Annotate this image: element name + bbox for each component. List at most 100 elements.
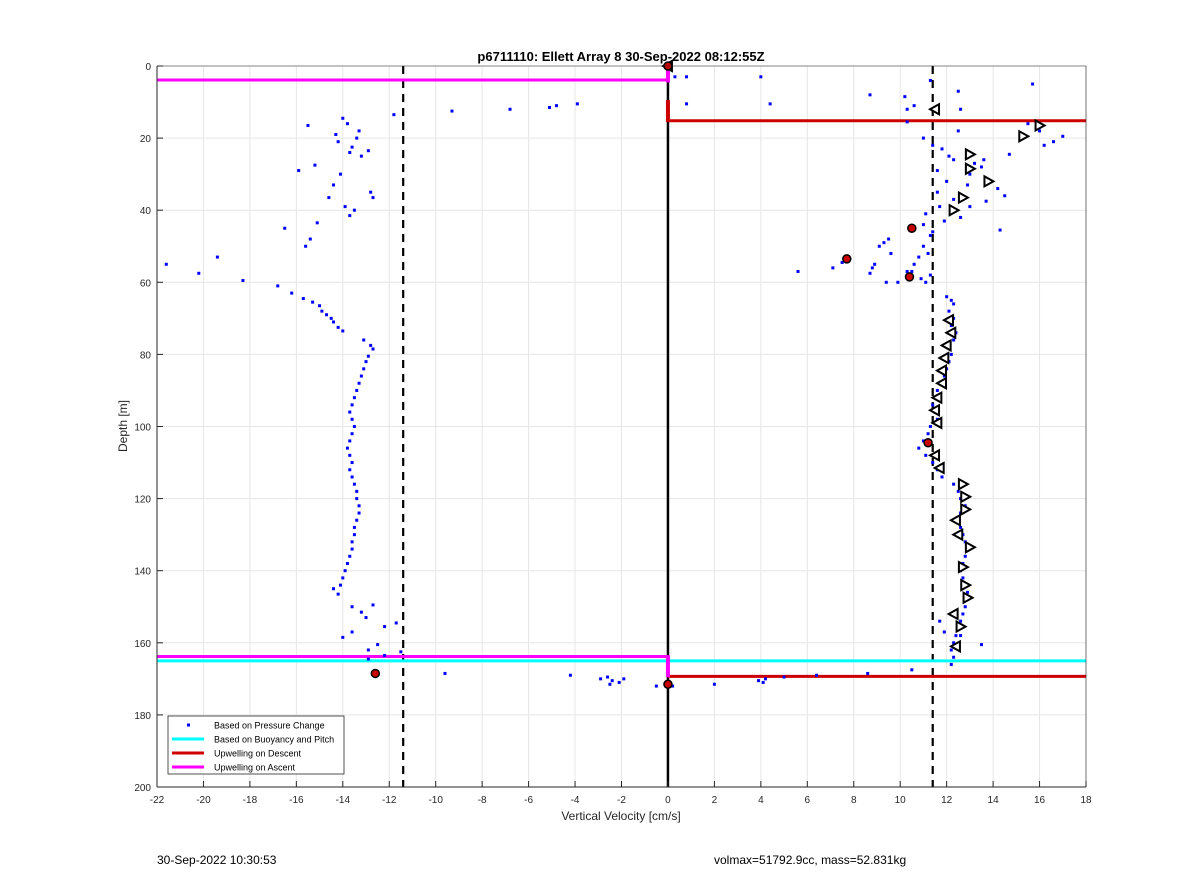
data-point xyxy=(961,612,965,616)
data-point xyxy=(910,269,914,273)
data-point xyxy=(332,320,336,324)
data-point xyxy=(352,208,356,212)
ascent-marker xyxy=(665,666,670,671)
data-point xyxy=(912,262,916,266)
data-point xyxy=(952,641,956,645)
data-point xyxy=(554,104,558,108)
data-point xyxy=(979,165,983,169)
triangle-left-marker xyxy=(946,607,959,621)
data-point xyxy=(952,655,956,659)
data-point xyxy=(887,237,891,241)
data-point xyxy=(928,273,932,277)
data-point xyxy=(345,446,349,450)
data-point xyxy=(371,603,375,607)
data-point xyxy=(945,295,949,299)
data-point xyxy=(348,439,352,443)
triangle-left-marker xyxy=(934,363,948,378)
grid-layer xyxy=(156,65,1087,788)
data-point xyxy=(979,643,983,647)
data-point xyxy=(371,196,375,200)
x-tick-label: -4 xyxy=(571,795,580,806)
data-point xyxy=(318,304,322,308)
data-point xyxy=(884,280,888,284)
red-marker xyxy=(904,272,915,282)
data-point xyxy=(352,533,356,537)
data-point xyxy=(350,540,354,544)
data-point xyxy=(357,511,361,515)
data-point xyxy=(343,569,347,573)
data-point xyxy=(921,136,925,140)
data-point xyxy=(343,205,347,209)
data-point xyxy=(341,635,345,639)
descent-marker xyxy=(665,114,670,119)
data-point xyxy=(327,196,331,200)
data-point xyxy=(366,657,370,661)
data-point xyxy=(369,190,373,194)
triangle-left-marker xyxy=(927,102,941,116)
x-tick-label: 12 xyxy=(941,795,953,806)
data-point xyxy=(297,169,301,173)
data-point xyxy=(352,482,356,486)
data-point xyxy=(357,129,361,133)
data-point xyxy=(369,343,373,347)
triangle-left-marker xyxy=(944,326,957,340)
data-point xyxy=(924,453,928,457)
red-marker xyxy=(370,668,381,679)
y-tick-label: 180 xyxy=(134,711,151,722)
data-point xyxy=(917,446,921,450)
data-point xyxy=(942,219,946,223)
x-tick-label: -16 xyxy=(289,795,304,806)
data-point xyxy=(903,95,907,99)
triangle-right-marker xyxy=(960,490,973,504)
data-point xyxy=(947,154,951,158)
x-tick-label: 2 xyxy=(712,795,718,806)
ascent-marker xyxy=(665,74,670,79)
legend-label: Upwelling on Ascent xyxy=(214,763,296,773)
triangle-right-marker xyxy=(960,578,973,592)
data-point xyxy=(889,251,893,255)
red-marker xyxy=(923,437,933,448)
triangle-left-marker xyxy=(932,461,945,475)
data-point xyxy=(870,266,874,270)
triangle-right-marker xyxy=(957,477,970,491)
x-tick-label: 18 xyxy=(1080,795,1092,806)
data-point xyxy=(671,684,675,688)
legend: Based on Pressure Change Based on Buoyanc… xyxy=(167,715,345,775)
data-point xyxy=(366,648,370,652)
legend-label: Based on Pressure Change xyxy=(214,721,325,731)
data-point xyxy=(912,104,916,108)
data-point xyxy=(952,482,956,486)
x-tick-label: 0 xyxy=(665,795,671,806)
data-point xyxy=(334,132,338,136)
x-tick-label: -12 xyxy=(382,795,397,806)
data-point xyxy=(394,621,398,625)
data-point xyxy=(352,396,356,400)
data-point xyxy=(685,102,689,106)
data-point xyxy=(348,554,352,558)
data-point xyxy=(548,105,552,109)
data-point xyxy=(931,230,935,234)
triangle-right-marker xyxy=(1018,129,1031,143)
data-point xyxy=(345,122,349,126)
data-point xyxy=(996,187,1000,191)
data-point xyxy=(940,147,944,151)
data-point xyxy=(831,266,835,270)
data-point xyxy=(371,347,375,351)
data-point xyxy=(350,417,354,421)
y-tick-label: 120 xyxy=(134,495,151,506)
data-point xyxy=(348,151,352,155)
data-point xyxy=(364,360,368,364)
data-point xyxy=(973,161,977,165)
data-point xyxy=(961,576,965,580)
data-point xyxy=(952,158,956,162)
red-marker xyxy=(842,254,852,264)
data-point xyxy=(359,154,363,158)
data-point xyxy=(949,298,953,302)
data-point xyxy=(622,677,626,681)
data-point xyxy=(366,354,370,358)
data-point xyxy=(935,388,939,392)
y-tick-label: 0 xyxy=(145,62,151,73)
triangle-left-marker xyxy=(941,313,954,327)
data-point xyxy=(1051,140,1055,144)
data-point xyxy=(673,75,677,79)
